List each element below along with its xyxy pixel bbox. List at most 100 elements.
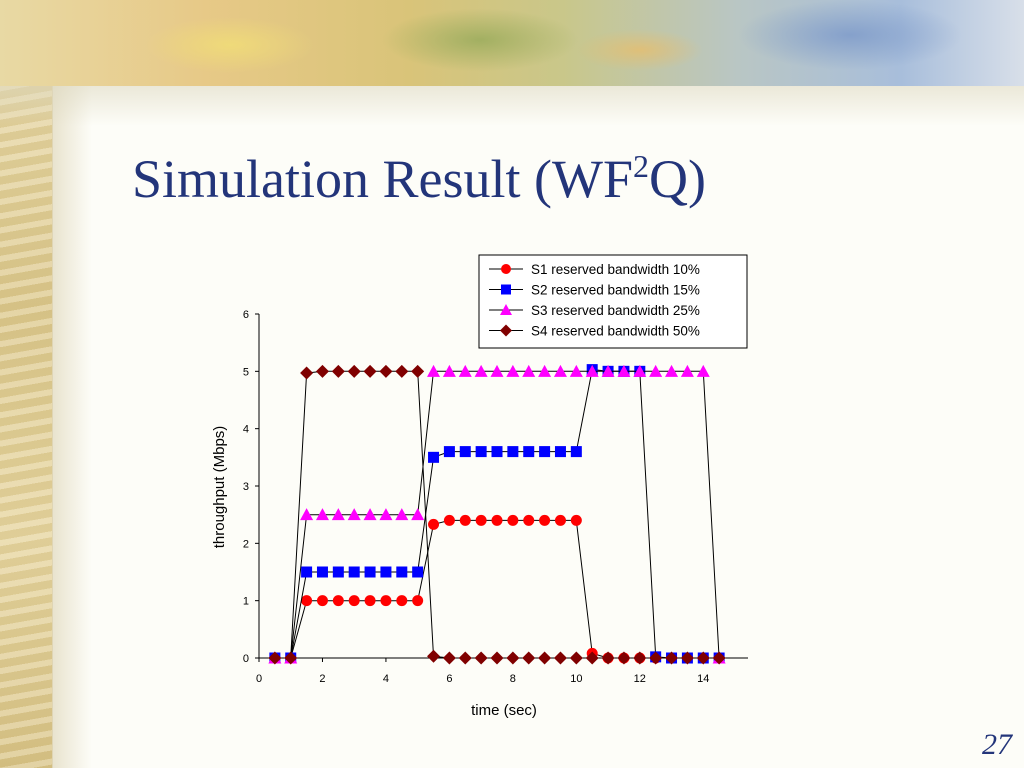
data-point <box>315 508 329 521</box>
legend-box <box>478 254 748 349</box>
data-point <box>459 446 471 458</box>
data-point <box>458 651 472 665</box>
data-point <box>396 595 408 607</box>
y-axis-title: throughput (Mbps) <box>211 426 228 549</box>
data-point <box>554 446 566 458</box>
y-tick-label: 6 <box>243 309 249 321</box>
data-point <box>364 595 376 607</box>
data-point <box>395 364 409 378</box>
y-tick-label: 3 <box>243 481 249 493</box>
data-point <box>380 595 392 607</box>
data-point <box>443 514 455 526</box>
data-point <box>347 364 361 378</box>
data-point <box>570 446 582 458</box>
decorative-top-banner <box>0 0 1024 86</box>
data-point <box>428 451 440 463</box>
y-tick-label: 2 <box>243 538 249 550</box>
data-point <box>459 514 471 526</box>
data-point <box>491 446 503 458</box>
y-tick-label: 5 <box>243 366 249 378</box>
x-axis-title: time (sec) <box>471 702 537 719</box>
data-point <box>411 508 425 521</box>
data-point <box>601 651 615 665</box>
legend-label: S2 reserved bandwidth 15% <box>531 283 700 298</box>
data-point <box>523 446 535 458</box>
data-point <box>665 651 679 665</box>
data-point <box>539 514 551 526</box>
data-point <box>363 364 377 378</box>
decorative-banner-fade <box>0 86 1024 126</box>
data-point <box>538 364 552 377</box>
series-3 <box>268 364 726 664</box>
data-point <box>412 595 424 607</box>
legend-marker <box>501 264 511 274</box>
data-point <box>332 595 344 607</box>
data-point <box>617 651 631 665</box>
data-point <box>569 364 583 377</box>
legend-label: S4 reserved bandwidth 50% <box>531 324 700 339</box>
legend-label: S1 reserved bandwidth 10% <box>531 262 700 277</box>
legend-marker <box>500 324 512 337</box>
data-point <box>331 364 345 378</box>
data-point <box>617 364 631 377</box>
data-point <box>316 566 328 578</box>
data-point <box>442 651 456 665</box>
y-tick-label: 0 <box>243 653 249 665</box>
x-tick-label: 12 <box>634 673 646 685</box>
data-point <box>427 649 441 663</box>
data-point <box>507 514 519 526</box>
title-main: Simulation Result (WF <box>132 149 634 209</box>
data-point <box>554 514 566 526</box>
legend-marker <box>500 304 512 315</box>
legend-item: S2 reserved bandwidth 15% <box>489 283 700 298</box>
data-point <box>379 508 393 521</box>
data-point <box>522 651 536 665</box>
chart-legend: S1 reserved bandwidth 10% S2 reserved ban… <box>478 254 748 349</box>
data-point <box>601 364 615 377</box>
series-1 <box>269 514 725 664</box>
data-point <box>507 446 519 458</box>
x-tick-label: 8 <box>510 673 516 685</box>
title-end: Q) <box>649 149 706 209</box>
data-point <box>649 364 663 377</box>
x-tick-label: 6 <box>446 673 452 685</box>
data-point <box>569 651 583 665</box>
data-point <box>538 651 552 665</box>
data-point <box>332 566 344 578</box>
x-tick-label: 10 <box>570 673 582 685</box>
data-point <box>649 651 663 665</box>
x-tick-label: 2 <box>319 673 325 685</box>
data-point <box>380 566 392 578</box>
data-point <box>475 514 487 526</box>
data-point <box>300 366 314 380</box>
data-point <box>301 566 313 578</box>
chart-series <box>268 364 726 665</box>
data-point <box>474 651 488 665</box>
data-point <box>712 651 726 665</box>
data-point <box>585 364 599 377</box>
data-point <box>364 566 376 578</box>
data-point <box>428 518 440 530</box>
data-point <box>315 364 329 378</box>
x-tick-label: 0 <box>256 673 262 685</box>
data-point <box>395 508 409 521</box>
slide-number: 27 <box>982 728 1012 761</box>
data-point <box>474 364 488 377</box>
data-point <box>301 595 313 607</box>
x-tick-label: 4 <box>383 673 389 685</box>
data-point <box>506 364 520 377</box>
data-point <box>396 566 408 578</box>
legend-marker <box>501 284 511 295</box>
data-point <box>442 364 456 377</box>
data-point <box>696 364 710 377</box>
data-point <box>633 364 647 377</box>
title-superscript: 2 <box>633 148 650 184</box>
data-point <box>665 364 679 377</box>
legend-item: S3 reserved bandwidth 25% <box>489 303 700 318</box>
series-line <box>274 369 720 659</box>
data-point <box>680 651 694 665</box>
y-tick-label: 4 <box>243 424 249 436</box>
data-point <box>348 595 360 607</box>
x-tick-label: 14 <box>697 673 709 685</box>
